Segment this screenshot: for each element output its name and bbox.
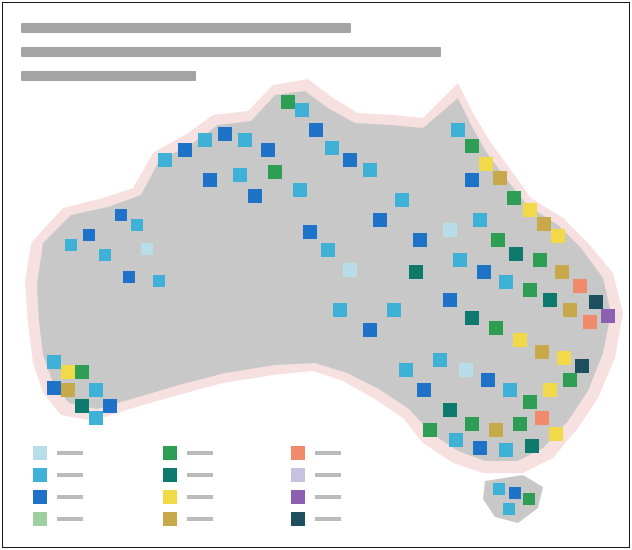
map-title: [21, 19, 461, 89]
title-line-3: [21, 67, 461, 85]
australia-map: [25, 79, 623, 523]
title-line-1: [21, 19, 461, 37]
map-legend: [33, 443, 363, 533]
title-line-2: [21, 43, 461, 61]
data-cells: [47, 95, 615, 515]
